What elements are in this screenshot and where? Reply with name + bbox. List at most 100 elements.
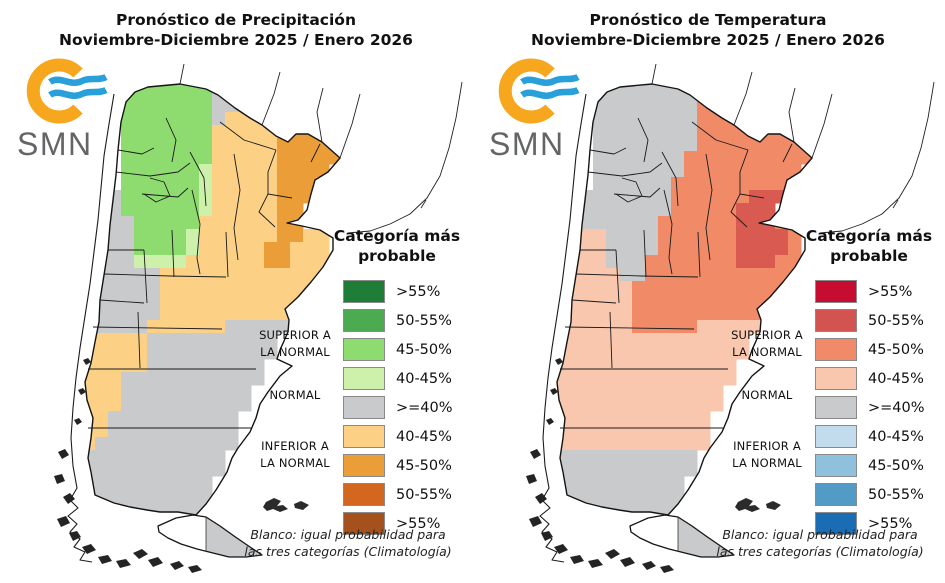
argentina-temperature-map bbox=[526, 63, 935, 573]
chile-fjord-island bbox=[98, 555, 112, 564]
province-border bbox=[615, 177, 643, 203]
neighbor-border bbox=[316, 87, 324, 143]
legend-swatch bbox=[815, 483, 857, 506]
province-border bbox=[730, 193, 748, 228]
chile-fjord-island bbox=[620, 557, 635, 567]
province-border bbox=[189, 151, 207, 207]
chile-fjord-island bbox=[57, 516, 70, 527]
legend-entry: 40-45% bbox=[815, 422, 925, 451]
province-border bbox=[661, 151, 679, 207]
province-border bbox=[219, 121, 277, 151]
chile-coastline bbox=[539, 93, 587, 563]
legend-entry: 45-50% bbox=[815, 451, 925, 480]
chile-fjord-island bbox=[69, 531, 81, 541]
logo-ring bbox=[26, 58, 83, 124]
chile-fjord-island bbox=[78, 388, 86, 395]
province-border bbox=[143, 177, 171, 203]
chile-fjord-island bbox=[54, 474, 65, 484]
smn-logo: SMN bbox=[486, 56, 598, 163]
legend-swatch bbox=[343, 454, 385, 477]
category-normal-label: NORMAL bbox=[243, 387, 347, 404]
legend-title-line1: Categoría más bbox=[333, 227, 461, 245]
legend-swatch bbox=[343, 425, 385, 448]
province-border bbox=[141, 187, 189, 198]
chile-fjord-island bbox=[82, 544, 96, 554]
legend-label: >55% bbox=[868, 283, 913, 300]
province-border bbox=[782, 143, 793, 163]
chile-fjord-island bbox=[660, 565, 674, 573]
legend-swatch bbox=[343, 512, 385, 535]
chile-fjord-island bbox=[530, 449, 541, 459]
logo-ring bbox=[498, 58, 555, 124]
logo-wave-bottom bbox=[520, 87, 580, 99]
probability-cells bbox=[85, 84, 340, 557]
province-border bbox=[137, 311, 141, 369]
chile-fjord-island bbox=[642, 561, 656, 570]
category-line: SUPERIOR A bbox=[259, 328, 331, 342]
legend-entry: 40-45% bbox=[343, 422, 453, 451]
neighbor-border bbox=[339, 93, 361, 159]
legend-swatch bbox=[815, 425, 857, 448]
chile-fjord-island bbox=[570, 555, 584, 564]
province-border bbox=[191, 189, 201, 275]
legend-label: 50-55% bbox=[868, 312, 924, 329]
legend-entry: 45-50% bbox=[815, 335, 925, 364]
chile-fjord-island bbox=[58, 449, 69, 459]
legend-entry: 40-45% bbox=[815, 364, 925, 393]
legend-title: Categoría más probable bbox=[322, 226, 472, 266]
legend-entry: 40-45% bbox=[343, 364, 453, 393]
argentina-outline bbox=[556, 83, 813, 516]
legend-entry: >=40% bbox=[343, 393, 453, 422]
malvinas-islands bbox=[263, 498, 288, 512]
legend-swatch bbox=[343, 483, 385, 506]
category-line: SUPERIOR A bbox=[731, 328, 803, 342]
legend-swatch bbox=[343, 367, 385, 390]
legend-label: >55% bbox=[868, 515, 913, 532]
neighbor-border bbox=[651, 63, 657, 85]
neighbor-border bbox=[420, 199, 427, 209]
legend-entry: 50-55% bbox=[343, 480, 453, 509]
neighbor-border bbox=[788, 87, 796, 143]
legend-swatch bbox=[815, 367, 857, 390]
smn-logo-text: SMN bbox=[489, 126, 565, 162]
category-line: NORMAL bbox=[741, 388, 793, 402]
legend-label: 50-55% bbox=[396, 486, 452, 503]
chile-fjord-island bbox=[555, 358, 563, 365]
legend-swatch bbox=[343, 309, 385, 332]
province-border bbox=[267, 193, 293, 199]
argentina-outline bbox=[84, 83, 341, 516]
legend-swatch bbox=[343, 338, 385, 361]
province-border bbox=[171, 229, 175, 278]
chile-fjord-island bbox=[116, 559, 131, 568]
province-border bbox=[99, 299, 145, 304]
legend-title-line2: probable bbox=[358, 247, 436, 266]
legend-entry: >55% bbox=[343, 509, 453, 538]
legend-label: 45-50% bbox=[396, 457, 452, 474]
legend-title: Categoría más probable bbox=[794, 226, 944, 266]
chile-fjord-island bbox=[74, 418, 82, 425]
title-line1: Pronóstico de Temperatura bbox=[589, 11, 827, 29]
legend-swatch bbox=[815, 309, 857, 332]
legend-swatch bbox=[815, 512, 857, 535]
province-border bbox=[643, 229, 647, 278]
legend-swatch bbox=[815, 454, 857, 477]
province-border bbox=[165, 117, 177, 163]
chile-fjord-island bbox=[588, 559, 603, 568]
smn-logo: SMN bbox=[14, 56, 126, 163]
province-border bbox=[705, 153, 713, 261]
panel-precipitation: Pronóstico de Precipitación Noviembre-Di… bbox=[0, 0, 472, 583]
province-border bbox=[739, 149, 749, 194]
legend-label: >=40% bbox=[396, 399, 453, 416]
legend-entry: >55% bbox=[815, 277, 925, 306]
province-border bbox=[589, 147, 627, 155]
province-border bbox=[697, 231, 701, 278]
province-border bbox=[233, 153, 241, 261]
chile-fjord-island bbox=[535, 493, 547, 504]
province-border bbox=[117, 147, 155, 155]
province-border bbox=[615, 249, 620, 304]
category-line: INFERIOR A bbox=[261, 439, 329, 453]
title-line1: Pronóstico de Precipitación bbox=[115, 11, 356, 29]
note-line1: Blanco: igual probabilidad para bbox=[250, 527, 446, 542]
chile-fjord-island bbox=[605, 549, 620, 559]
